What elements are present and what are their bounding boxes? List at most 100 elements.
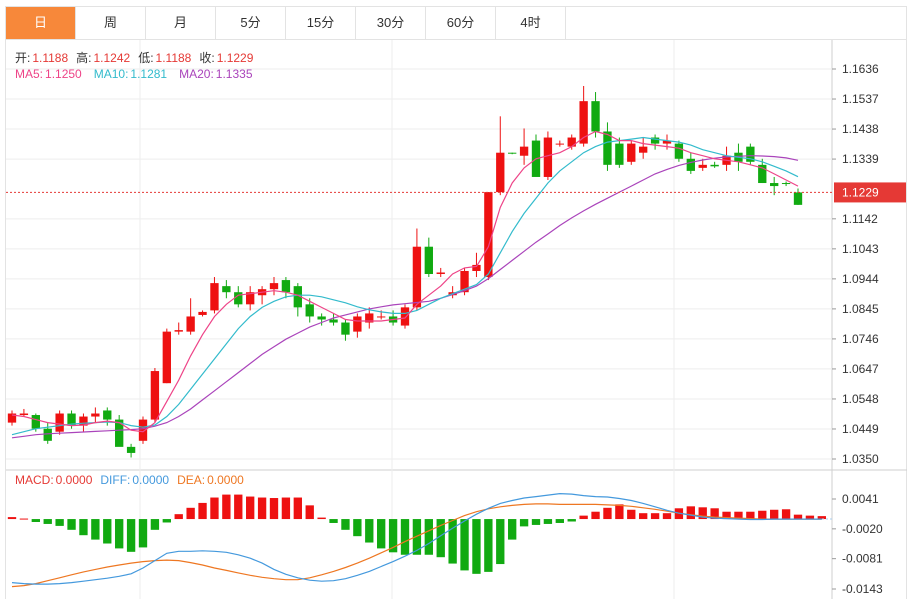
diff-label: DIFF:: [100, 473, 131, 487]
macd-histogram-bar: [257, 497, 267, 520]
candle-body: [555, 143, 564, 145]
price-tick-label: 1.0647: [842, 362, 879, 376]
macd-histogram-bar: [317, 517, 326, 520]
macd-histogram-bar: [805, 515, 815, 520]
macd-histogram-bar: [567, 519, 576, 522]
macd-histogram-bar: [424, 519, 433, 555]
macd-histogram-bar: [531, 519, 541, 525]
candle-body: [639, 146, 648, 153]
tab-60min[interactable]: 60分: [426, 7, 496, 39]
macd-histogram-bar: [698, 507, 707, 520]
macd-histogram-bar: [365, 519, 374, 543]
macd-histogram-bar: [388, 519, 398, 553]
macd-histogram-bar: [31, 519, 40, 522]
tab-5min[interactable]: 5分: [216, 7, 286, 39]
candle-body: [579, 101, 588, 144]
period-tabs: 日 周 月 5分 15分 30分 60分 4时: [5, 6, 907, 40]
ma10-line: [11, 136, 799, 436]
candle-body: [770, 183, 779, 187]
macd-histogram-bar: [91, 519, 100, 540]
macd-histogram-bar: [686, 506, 695, 520]
macd-histogram-bar: [55, 519, 64, 526]
macd-histogram-bar: [710, 508, 719, 520]
candle-body: [19, 413, 29, 416]
tab-4hour[interactable]: 4时: [496, 7, 566, 39]
macd-histogram-bar: [162, 519, 171, 523]
candle-body: [55, 413, 64, 432]
ma5-value: 1.1250: [45, 67, 82, 81]
macd-tick-label: -0.0081: [842, 552, 883, 566]
candle-body: [543, 137, 553, 177]
candle-body: [293, 286, 302, 308]
candle-body: [305, 304, 314, 317]
candle-body: [496, 152, 505, 193]
macd-tick-label: -0.0143: [842, 582, 883, 596]
chart-frame: [5, 40, 907, 599]
low-value: 1.1188: [155, 51, 192, 65]
candle-body: [662, 140, 672, 144]
dea-value: 0.0000: [207, 473, 244, 487]
tab-15min[interactable]: 15分: [286, 7, 356, 39]
macd-histogram-bar: [79, 519, 88, 536]
high-label: 高:: [76, 51, 92, 65]
macd-label: MACD:: [15, 473, 54, 487]
macd-histogram-bar: [579, 515, 588, 520]
macd-histogram-bar: [591, 511, 600, 520]
candle-body: [781, 183, 791, 185]
macd-histogram-bar: [246, 496, 255, 520]
candle-body: [31, 415, 40, 429]
macd-value: 0.0000: [55, 473, 93, 487]
macd-histogram-bar: [508, 519, 517, 540]
macd-histogram-bar: [746, 511, 755, 520]
candle-body: [115, 419, 124, 447]
price-tick-label: 1.0449: [842, 422, 879, 436]
diff-value: 0.0000: [132, 473, 170, 487]
ma20-line: [11, 155, 799, 439]
candle-body: [222, 286, 231, 293]
macd-histogram-bar: [555, 519, 564, 523]
macd-histogram-bar: [67, 519, 76, 530]
candle-body: [341, 322, 350, 335]
candle-body: [484, 192, 493, 278]
candle-body: [317, 316, 326, 320]
macd-histogram-bar: [174, 514, 183, 520]
candle-body: [674, 143, 684, 159]
macd-histogram-bar: [627, 509, 636, 520]
candle-body: [424, 246, 433, 275]
candle-body: [162, 331, 171, 384]
ma10-label: MA10:: [93, 67, 129, 81]
open-value: 1.1188: [32, 51, 69, 65]
candle-body: [758, 164, 767, 184]
price-tick-label: 1.1537: [842, 92, 879, 106]
macd-histogram-bar: [781, 509, 791, 520]
candle-body: [79, 416, 88, 426]
price-tick-label: 1.0548: [842, 392, 879, 406]
macd-histogram-bar: [793, 514, 803, 520]
macd-histogram-bar: [305, 505, 314, 520]
candle-body: [377, 316, 386, 318]
tab-month[interactable]: 月: [146, 7, 216, 39]
candle-body: [210, 283, 219, 311]
tab-30min[interactable]: 30分: [356, 7, 426, 39]
macd-histogram-bar: [484, 519, 493, 572]
macd-histogram-bar: [603, 507, 612, 520]
candle-body: [400, 307, 410, 326]
macd-histogram-bar: [639, 513, 648, 520]
macd-histogram-bar: [222, 494, 231, 520]
tab-day[interactable]: 日: [6, 7, 76, 39]
candle-body: [353, 316, 362, 332]
tab-week[interactable]: 周: [76, 7, 146, 39]
price-tick-label: 1.1339: [842, 152, 879, 166]
candle-body: [710, 164, 719, 167]
price-tick-label: 1.0845: [842, 302, 879, 316]
macd-histogram-bar: [186, 507, 195, 520]
candle-body: [591, 101, 600, 132]
candle-body: [793, 192, 803, 205]
candle-body: [269, 283, 279, 290]
candle-body: [246, 292, 255, 305]
price-tick-label: 1.0350: [842, 452, 879, 466]
macd-histogram-bar: [43, 519, 52, 524]
ma20-label: MA20:: [179, 67, 214, 81]
current-price-badge: [834, 182, 906, 203]
